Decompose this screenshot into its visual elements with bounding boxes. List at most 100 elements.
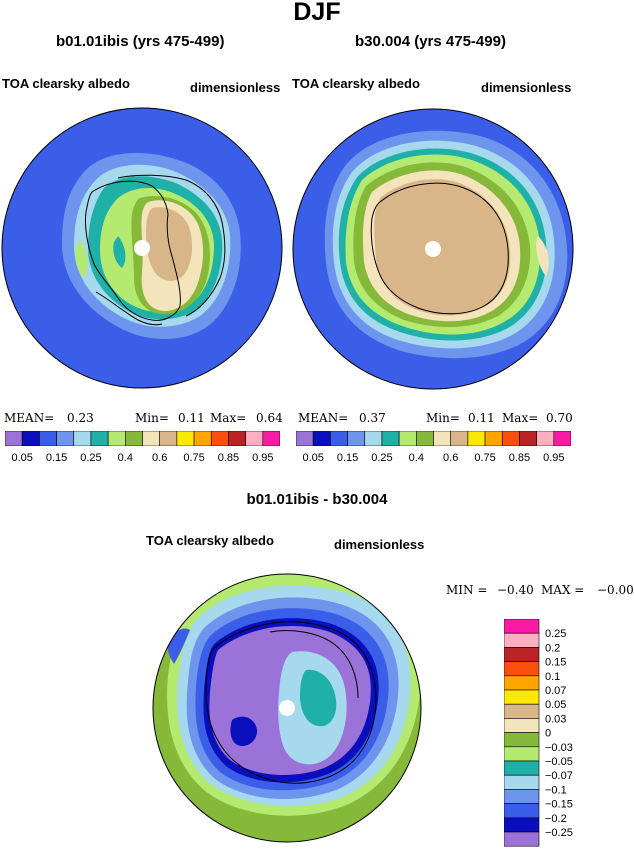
- colorbar-tick-label: −0.15: [545, 799, 573, 811]
- colorbar-swatch: [433, 430, 451, 447]
- colorbar-swatch: [364, 430, 383, 447]
- colorbar-tick-label: 0.25: [371, 452, 392, 464]
- panel3-units-label: dimensionless: [334, 537, 425, 552]
- colorbar-swatch: [295, 430, 314, 447]
- panel1-mean-label: MEAN=: [4, 411, 55, 425]
- colorbar-swatch: [503, 817, 540, 833]
- colorbar-swatch: [467, 430, 486, 447]
- colorbar-panel1-swatches: [4, 430, 281, 447]
- panel2-mean-value: 0.37: [359, 411, 386, 425]
- colorbar-swatch: [503, 661, 540, 677]
- panel3-max-value: −0.00: [597, 583, 634, 597]
- colorbar-swatch: [503, 689, 540, 705]
- colorbar-tick-label: 0.95: [543, 452, 564, 464]
- colorbar-difference-swatches: 0.25 0.2 0.15 0.1 0.07 0.05 0.03 0 −0.03 −0.05 −0.…: [503, 618, 573, 847]
- colorbar-swatch: [484, 430, 503, 447]
- figure-title: DJF: [293, 0, 341, 26]
- colorbar-swatch: [503, 618, 540, 634]
- colorbar-tick-label: 0.6: [152, 452, 167, 464]
- colorbar-tick-label: 0.15: [337, 452, 358, 464]
- colorbar-tick-label: 0.25: [80, 452, 101, 464]
- panel2-min-value: 0.11: [468, 411, 495, 425]
- colorbar-tick-label: 0.6: [443, 452, 458, 464]
- colorbar-swatch: [245, 430, 264, 447]
- colorbar-swatch: [262, 430, 281, 447]
- colorbar-tick-label: 0.05: [302, 452, 323, 464]
- panel3-min-label: MIN =: [446, 583, 488, 597]
- colorbar-tick-label: −0.1: [545, 784, 567, 796]
- colorbar-difference: 0.25 0.2 0.15 0.1 0.07 0.05 0.03 0 −0.03 −0.05 −0.…: [503, 618, 614, 849]
- colorbar-panel2-swatches: [295, 430, 572, 447]
- panel2-max-value: 0.70: [546, 411, 573, 425]
- panel2-max-label: Max=: [502, 411, 539, 425]
- colorbar-swatch: [450, 430, 469, 447]
- colorbar-swatch: [503, 732, 540, 748]
- panel3-variable-label: TOA clearsky albedo: [146, 533, 274, 548]
- panel1-max-value: 0.64: [256, 411, 283, 425]
- colorbar-tick-label: 0.85: [218, 452, 239, 464]
- colorbar-swatch: [142, 430, 160, 447]
- colorbar-swatch: [503, 675, 540, 691]
- panel2-variable-label: TOA clearsky albedo: [292, 76, 420, 91]
- colorbar-swatch: [176, 430, 195, 447]
- panel2-units-label: dimensionless: [481, 80, 572, 95]
- panel3-min-value: −0.40: [497, 583, 534, 597]
- colorbar-tick-label: 0.4: [409, 452, 424, 464]
- colorbar-tick-label: 0.75: [183, 452, 204, 464]
- colorbar-swatch: [228, 430, 246, 447]
- map-difference: [153, 574, 421, 842]
- colorbar-swatch: [416, 430, 434, 447]
- colorbar-swatch: [503, 746, 540, 762]
- colorbar-swatch: [159, 430, 178, 447]
- panel1-title: b01.01ibis (yrs 475-499): [56, 33, 225, 50]
- colorbar-tick-label: 0.1: [545, 671, 560, 683]
- map-b01-01ibis-border: [1, 107, 283, 389]
- colorbar-panel1: [4, 430, 281, 447]
- panel2-title: b30.004 (yrs 475-499): [355, 33, 506, 50]
- colorbar-swatch: [210, 430, 229, 447]
- colorbar-swatch: [503, 718, 540, 733]
- panel1-units-label: dimensionless: [190, 80, 281, 95]
- colorbar-tick-label: 0: [545, 728, 551, 740]
- colorbar-tick-label: 0.05: [11, 452, 32, 464]
- colorbar-swatch: [312, 430, 331, 447]
- colorbar-tick-label: 0.15: [46, 452, 67, 464]
- colorbar-swatch: [519, 430, 537, 447]
- map-b30-004-border: [292, 108, 574, 390]
- colorbar-swatch: [503, 831, 540, 847]
- colorbar-swatch: [503, 760, 540, 776]
- colorbar-panel2: [295, 430, 572, 447]
- colorbar-swatch: [398, 430, 417, 447]
- colorbar-tick-label: −0.25: [545, 827, 573, 839]
- colorbar-tick-label: 0.07: [545, 685, 566, 697]
- colorbar-tick-label: 0.15: [545, 657, 566, 669]
- panel1-max-label: Max=: [210, 411, 247, 425]
- colorbar-swatch: [503, 632, 540, 648]
- colorbar-tick-label: 0.75: [474, 452, 495, 464]
- panel2-min-label: Min=: [426, 411, 460, 425]
- colorbar-tick-label: −0.07: [545, 770, 573, 782]
- map-difference-border: [152, 573, 422, 843]
- panel1-variable-label: TOA clearsky albedo: [2, 76, 130, 91]
- panel1-mean-value: 0.23: [67, 411, 94, 425]
- colorbar-tick-label: −0.05: [545, 756, 573, 768]
- colorbar-swatch: [73, 430, 92, 447]
- panel1-min-label: Min=: [135, 411, 169, 425]
- colorbar-swatch: [536, 430, 555, 447]
- colorbar-swatch: [347, 430, 366, 447]
- colorbar-swatch: [330, 430, 348, 447]
- colorbar-tick-label: −0.2: [545, 813, 567, 825]
- colorbar-tick-label: 0.4: [118, 452, 133, 464]
- panel2-mean-label: MEAN=: [298, 411, 349, 425]
- colorbar-tick-label: 0.25: [545, 628, 566, 640]
- panel1-min-value: 0.11: [178, 411, 205, 425]
- colorbar-tick-label: 0.95: [252, 452, 273, 464]
- map-b01-01ibis: [2, 108, 282, 388]
- colorbar-swatch: [4, 430, 23, 447]
- colorbar-swatch: [56, 430, 75, 447]
- colorbar-swatch: [503, 703, 540, 719]
- colorbar-tick-label: −0.03: [545, 742, 573, 754]
- colorbar-swatch: [21, 430, 40, 447]
- panel3-title: b01.01ibis - b30.004: [246, 491, 388, 508]
